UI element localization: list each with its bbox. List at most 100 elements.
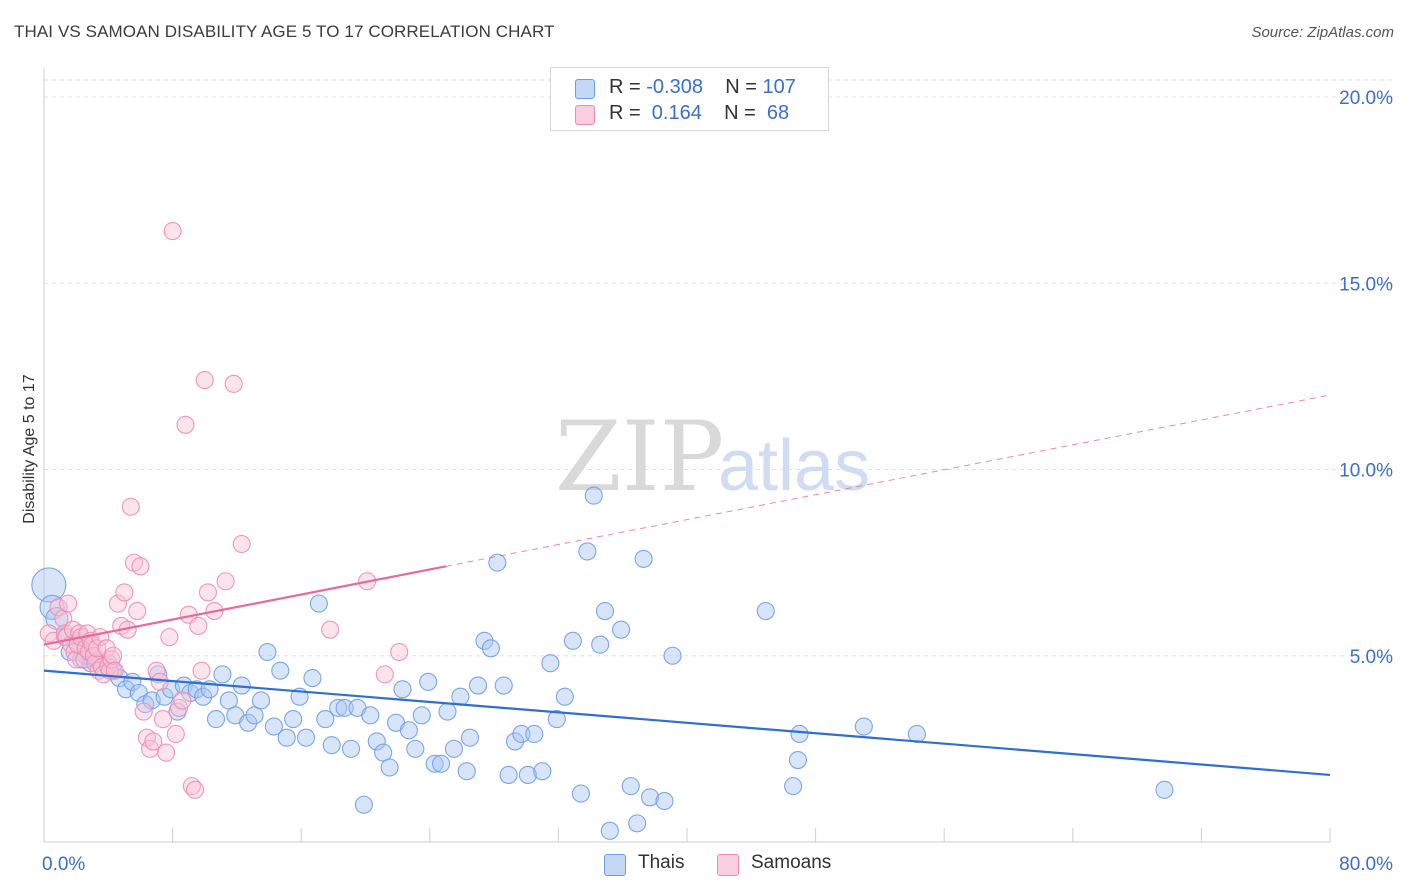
data-point — [399, 721, 418, 740]
data-point — [468, 676, 488, 695]
legend-swatch-thais — [575, 79, 595, 99]
data-point — [790, 724, 809, 744]
data-point — [457, 762, 476, 781]
data-point — [756, 601, 775, 621]
data-point — [271, 661, 290, 680]
series-thais — [31, 486, 1174, 840]
data-point — [374, 743, 393, 762]
data-point — [108, 594, 127, 613]
x-tick-label: 0.0% — [42, 854, 85, 875]
data-point — [264, 717, 283, 736]
data-point — [153, 710, 173, 729]
grid-lines — [44, 79, 1392, 657]
legend-text-samoans: R = 0.164 N = 68 — [609, 102, 790, 124]
axes — [43, 68, 1331, 843]
y-axis-label: Disability Age 5 to 17 — [21, 374, 38, 524]
data-point — [518, 765, 537, 785]
data-point — [31, 567, 67, 603]
data-point — [309, 594, 328, 613]
data-point — [505, 732, 525, 751]
trend-line-samoans — [43, 565, 447, 646]
data-point — [189, 616, 208, 636]
data-point — [375, 665, 394, 684]
data-point — [163, 222, 182, 241]
watermark-atlas: atlas — [718, 426, 870, 506]
correlation-legend: R = -0.308 N = 107 R = 0.164 N = 68 — [550, 67, 829, 131]
data-point — [213, 665, 232, 684]
data-point — [655, 791, 674, 811]
data-point — [380, 758, 399, 777]
data-point — [547, 710, 566, 729]
legend-label: Samoans — [751, 852, 832, 873]
data-point — [444, 739, 463, 758]
data-point — [131, 557, 150, 576]
data-point — [419, 672, 438, 691]
y-tick-label: 5.0% — [1350, 647, 1393, 668]
series-layer — [31, 222, 1174, 840]
data-point — [854, 717, 873, 736]
data-point — [176, 415, 195, 434]
legend-swatch — [717, 854, 739, 876]
data-point — [160, 628, 179, 647]
data-point — [251, 691, 271, 710]
data-point — [128, 601, 147, 621]
data-point — [150, 672, 169, 691]
data-point — [284, 710, 303, 729]
data-point — [494, 676, 513, 695]
data-point — [393, 680, 412, 699]
legend-label: Thais — [638, 852, 685, 873]
data-point — [219, 691, 238, 710]
data-point — [277, 728, 296, 747]
data-point — [438, 702, 457, 721]
data-point — [105, 661, 124, 680]
legend-text-thais: R = -0.308 N = 107 — [609, 76, 796, 98]
data-point — [612, 620, 631, 639]
data-point — [232, 534, 251, 554]
data-point — [628, 814, 647, 833]
chart-title: THAI VS SAMOAN DISABILITY AGE 5 TO 17 CO… — [14, 22, 555, 41]
data-point — [59, 594, 78, 613]
data-point — [788, 750, 807, 770]
data-point — [621, 777, 640, 796]
data-point — [296, 728, 316, 747]
data-point — [512, 724, 531, 744]
data-point — [600, 821, 619, 840]
data-point — [354, 795, 373, 814]
data-point — [634, 549, 653, 568]
data-point — [239, 713, 258, 732]
data-point — [173, 691, 192, 710]
series-samoans — [39, 222, 409, 799]
data-point — [525, 724, 544, 744]
data-point — [591, 635, 610, 654]
data-point — [563, 631, 582, 650]
trend-line-thais — [43, 669, 1331, 777]
data-point — [361, 706, 380, 725]
data-point — [49, 598, 68, 617]
data-point — [451, 687, 470, 706]
data-point — [87, 639, 107, 658]
data-point — [390, 642, 409, 662]
data-point — [335, 698, 354, 717]
y-tick-label: 20.0% — [1339, 88, 1393, 109]
data-point — [475, 631, 494, 650]
data-point — [578, 542, 597, 561]
legend-swatch — [604, 854, 626, 876]
data-point — [39, 594, 65, 620]
chart-source: Source: ZipAtlas.com — [1251, 24, 1394, 41]
data-point — [406, 739, 425, 758]
data-point — [460, 728, 480, 747]
data-point — [584, 486, 603, 505]
data-point — [329, 698, 348, 717]
data-point — [367, 732, 386, 751]
y-tick-label: 10.0% — [1339, 461, 1393, 482]
data-point — [258, 642, 277, 662]
data-point — [216, 572, 235, 591]
data-point — [144, 732, 163, 751]
data-point — [121, 497, 140, 516]
data-point — [303, 669, 322, 688]
data-point — [166, 724, 185, 744]
data-point — [640, 788, 660, 807]
data-point — [104, 646, 123, 665]
data-point — [187, 680, 206, 699]
data-point — [322, 736, 341, 755]
